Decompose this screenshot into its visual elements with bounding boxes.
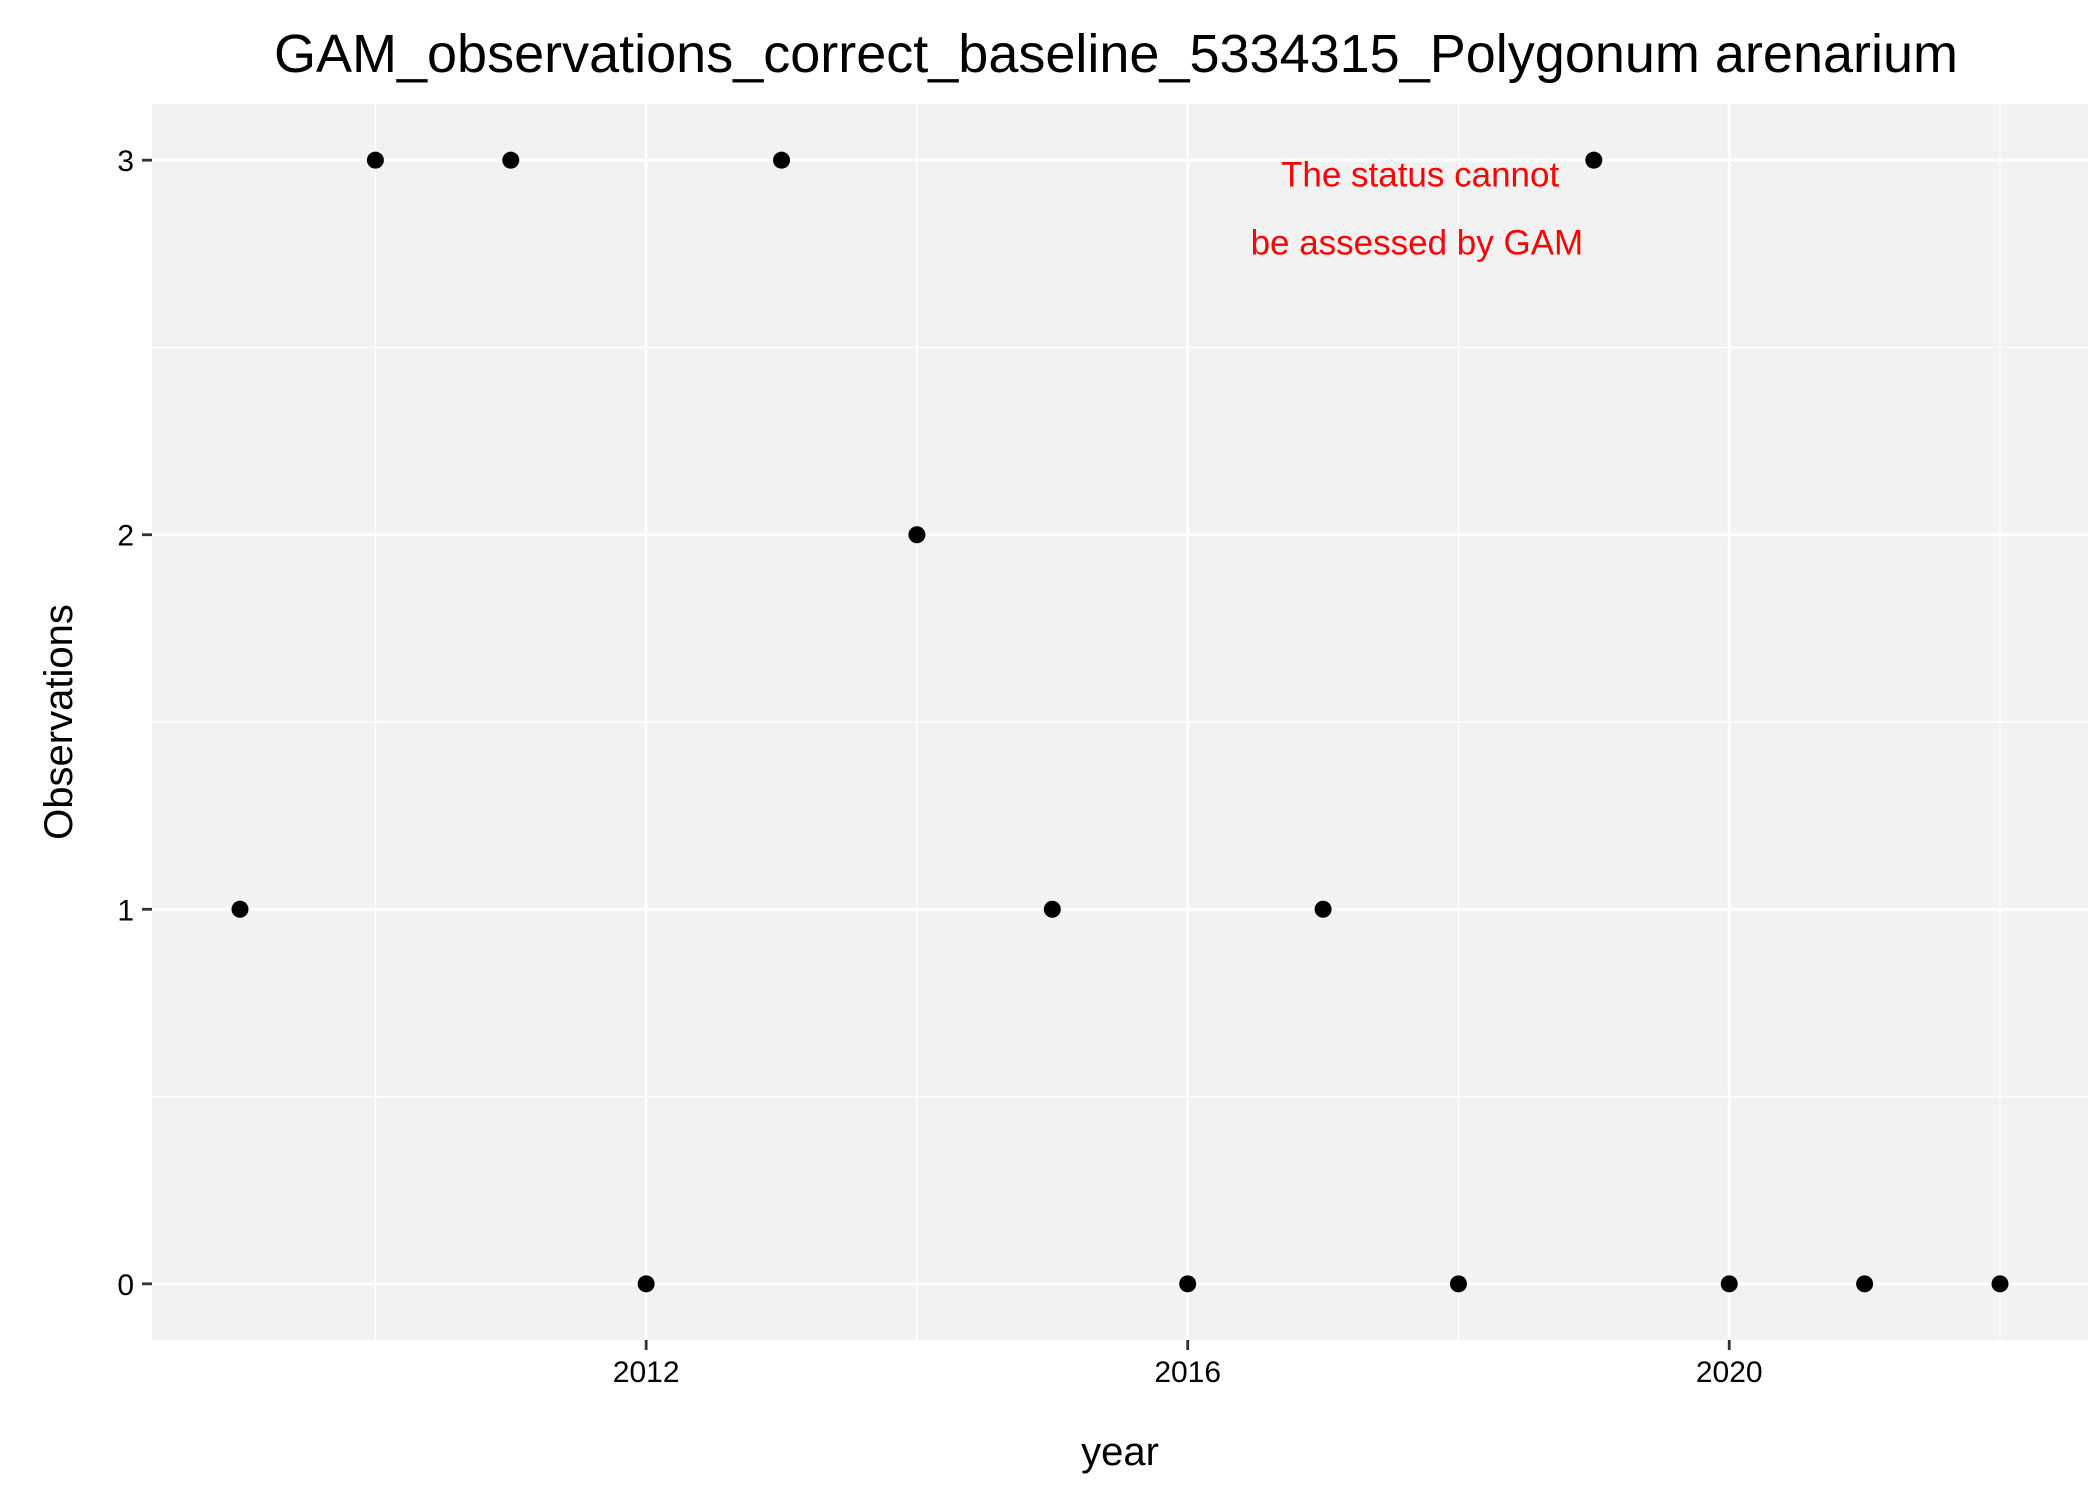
annotation-line-1: The status cannot: [1281, 155, 1559, 194]
x-axis-title: year: [1081, 1430, 1159, 1474]
x-tick-label: 2012: [613, 1356, 680, 1389]
annotation-line-2: be assessed by GAM: [1251, 223, 1584, 262]
data-point: [1585, 151, 1603, 169]
x-tick-label: 2016: [1154, 1356, 1221, 1389]
data-point: [773, 151, 791, 169]
y-axis-title: Observations: [37, 604, 81, 840]
status-annotation: The status cannot be assessed by GAM: [1251, 155, 1584, 262]
data-point: [1856, 1275, 1874, 1293]
x-axis-ticks: 2012 2016 2020: [613, 1340, 1763, 1389]
data-point: [908, 526, 926, 544]
data-point: [502, 151, 520, 169]
data-point: [366, 151, 384, 169]
data-point: [231, 900, 249, 918]
x-tick-label: 2020: [1696, 1356, 1763, 1389]
y-tick-label: 2: [117, 520, 134, 553]
minor-gridlines-y: [152, 346, 2088, 1098]
data-point: [1991, 1275, 2009, 1293]
data-point: [1449, 1275, 1467, 1293]
y-tick-label: 3: [117, 145, 134, 178]
data-point: [1314, 900, 1332, 918]
major-gridlines-x: [644, 104, 1731, 1340]
y-tick-label: 0: [117, 1269, 134, 1302]
major-gridlines-y: [152, 158, 2088, 1286]
y-tick-label: 1: [117, 894, 134, 927]
chart-title: GAM_observations_correct_baseline_533431…: [274, 24, 1958, 84]
data-point: [1179, 1275, 1197, 1293]
data-point: [637, 1275, 655, 1293]
data-points: [231, 151, 2009, 1293]
data-point: [1043, 900, 1061, 918]
data-point: [1720, 1275, 1738, 1293]
y-axis-ticks: 0 1 2 3: [117, 145, 152, 1302]
